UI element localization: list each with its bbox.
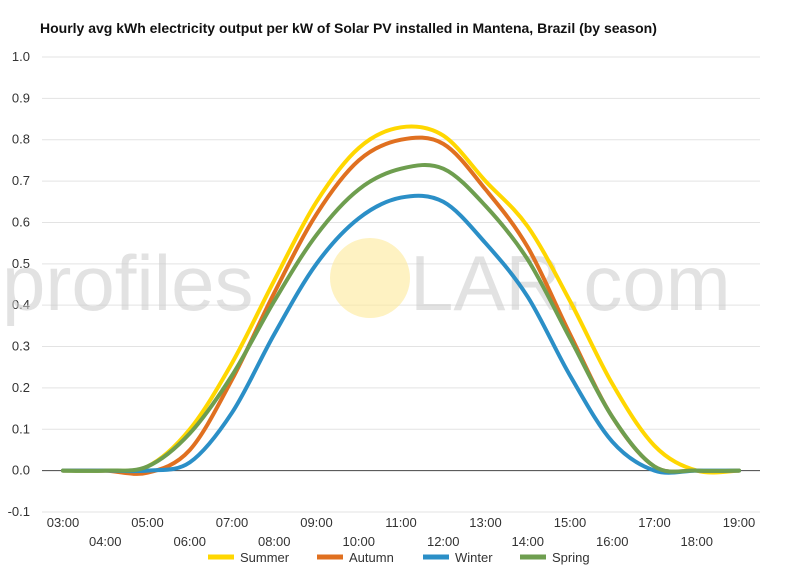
y-tick-label: 0.0 (12, 463, 30, 478)
x-tick-label: 12:00 (427, 534, 460, 549)
y-tick-label: 0.3 (12, 339, 30, 354)
watermark: profiles LAR.com (2, 238, 731, 327)
y-tick-label: 0.5 (12, 256, 30, 271)
watermark-text-left: profiles (2, 239, 253, 327)
series-line-spring (61, 163, 741, 474)
y-tick-label: 0.8 (12, 132, 30, 147)
x-tick-label: 13:00 (469, 515, 502, 530)
x-tick-label: 15:00 (554, 515, 587, 530)
x-tick-label: 04:00 (89, 534, 122, 549)
series-line-summer (61, 124, 741, 475)
x-tick-label: 08:00 (258, 534, 291, 549)
y-tick-label: 1.0 (12, 49, 30, 64)
x-tick-label: 09:00 (300, 515, 333, 530)
x-tick-label: 03:00 (47, 515, 80, 530)
legend-label-spring: Spring (552, 550, 590, 565)
x-tick-label: 06:00 (173, 534, 206, 549)
y-tick-label: 0.7 (12, 173, 30, 188)
x-tick-label: 05:00 (131, 515, 164, 530)
x-tick-label: 07:00 (216, 515, 249, 530)
y-tick-label: -0.1 (8, 504, 30, 519)
x-tick-label: 18:00 (680, 534, 713, 549)
legend: Summer Autumn Winter Spring (208, 550, 590, 565)
y-tick-label: 0.6 (12, 214, 30, 229)
chart-title: Hourly avg kWh electricity output per kW… (40, 20, 657, 36)
x-tick-label: 17:00 (638, 515, 671, 530)
x-tick-label: 16:00 (596, 534, 629, 549)
y-tick-label: 0.9 (12, 90, 30, 105)
x-tick-label: 10:00 (342, 534, 375, 549)
x-tick-label: 14:00 (511, 534, 544, 549)
x-axis-ticks: 03:00 04:00 05:00 06:00 07:00 08:00 09:00 10:00… (47, 515, 756, 549)
series-line-winter (61, 193, 741, 475)
legend-label-autumn: Autumn (349, 550, 394, 565)
y-tick-label: 0.1 (12, 421, 30, 436)
watermark-text-right: LAR.com (410, 239, 731, 327)
y-tick-label: 0.4 (12, 297, 30, 312)
watermark-sun-icon (330, 238, 410, 318)
y-axis-ticks: -0.1 0.0 0.1 0.2 0.3 0.4 0.5 0.6 0.7 0.8 0.9 1.0 (8, 49, 30, 519)
x-tick-label: 19:00 (723, 515, 756, 530)
series-layer (61, 124, 741, 476)
x-tick-label: 11:00 (385, 515, 417, 530)
legend-label-winter: Winter (455, 550, 493, 565)
y-tick-label: 0.2 (12, 380, 30, 395)
legend-label-summer: Summer (240, 550, 290, 565)
